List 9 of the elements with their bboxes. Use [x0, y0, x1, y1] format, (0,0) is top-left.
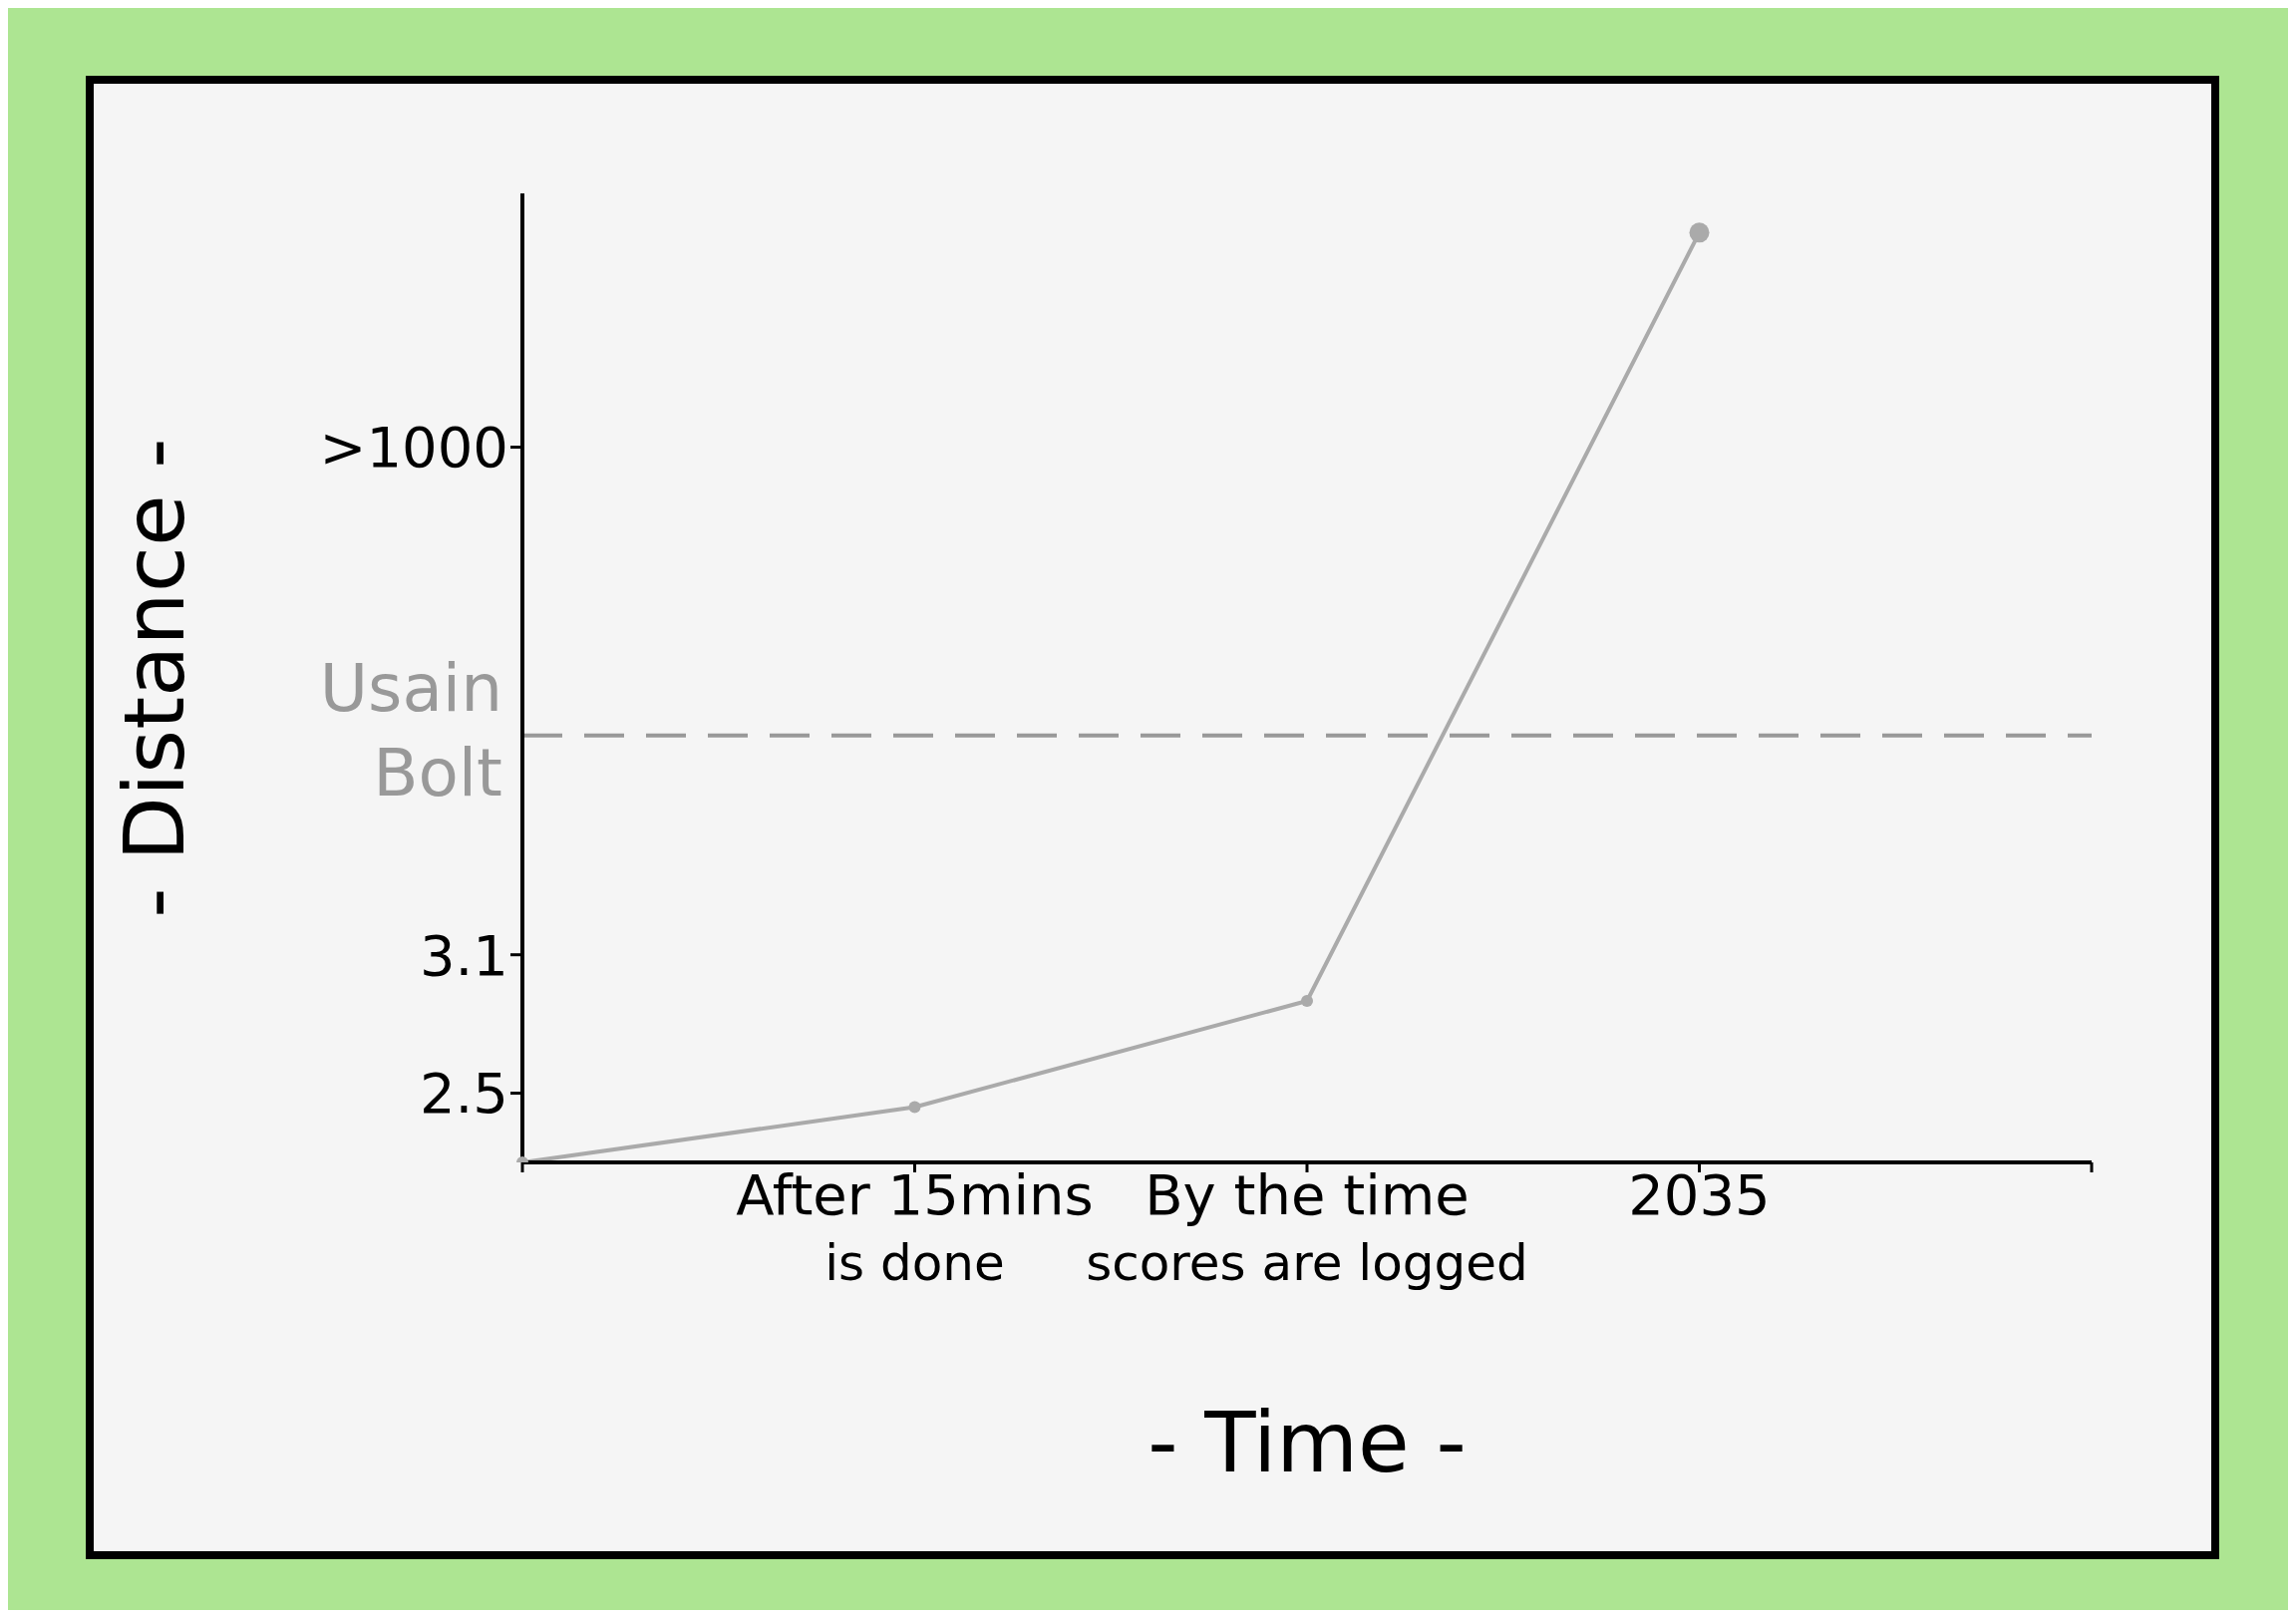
- point: [1301, 995, 1313, 1007]
- y-tick-label: >1000: [319, 415, 508, 481]
- point: [908, 1101, 921, 1114]
- y-tick-label: 3.1: [419, 922, 508, 988]
- y-axis-title: - Distance -: [105, 438, 203, 918]
- y-tick-label: 2.5: [419, 1061, 508, 1127]
- x-axis-title: - Time -: [1148, 1394, 1467, 1491]
- x-tick-label: 2035: [1628, 1162, 1771, 1227]
- ref-line-label: Usain Bolt: [319, 649, 502, 811]
